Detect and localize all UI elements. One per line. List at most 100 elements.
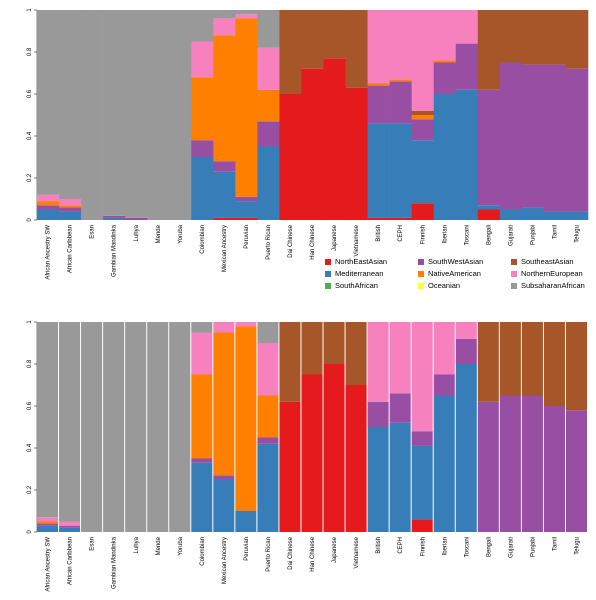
x-tick-label: Mexican Ancestry (222, 537, 228, 584)
legend-label: Oceanian (428, 281, 460, 290)
bar-segment (521, 322, 543, 396)
bar-segment (169, 322, 191, 532)
bar-segment (323, 58, 346, 220)
legend-swatch (418, 283, 424, 289)
bar-segment (279, 94, 302, 220)
bar-segment (169, 10, 192, 220)
bar-segment (521, 207, 545, 220)
x-tick-label: African Ancestry SW (46, 225, 52, 280)
bar-segment (37, 521, 59, 524)
x-tick-label: Colombian (200, 537, 206, 566)
bar-segment (213, 35, 236, 162)
x-tick-label: British (376, 537, 382, 554)
x-tick-label: Mende (156, 224, 162, 243)
bar-segment (433, 62, 457, 94)
x-tick-label: Japanese (332, 536, 338, 563)
x-tick-label: African Caribbean (68, 225, 74, 273)
legend-swatch (325, 283, 331, 289)
bar-segment (389, 123, 412, 218)
bar-segment (257, 47, 280, 90)
bar-segment (411, 445, 433, 520)
bar-segment (367, 123, 390, 218)
x-tick-label: Han Chinese (310, 536, 316, 571)
x-tick-label: African Caribbean (68, 537, 74, 585)
bar-segment (37, 201, 60, 206)
x-tick-label: Vietnamese (354, 536, 360, 568)
x-tick-label: Luhya (134, 536, 140, 553)
bar-segment (257, 395, 279, 438)
bar-segment (499, 395, 521, 532)
bar-segment (477, 209, 501, 220)
x-tick-label: Iberian (442, 225, 448, 243)
bar-segment (235, 10, 258, 15)
bar-segment (499, 10, 523, 63)
bar-segment (59, 322, 81, 522)
bar-segment (477, 322, 499, 402)
bar-segment (235, 18, 258, 197)
bar-segment (543, 10, 567, 65)
y-tick-label: 0.8 (27, 359, 33, 368)
y-tick-label: 1 (27, 8, 33, 12)
bar-segment (37, 322, 59, 518)
bar-segment (565, 10, 589, 69)
bar-segment (257, 437, 279, 444)
bar-segment (499, 209, 523, 220)
bar-segment (235, 511, 257, 532)
legend-swatch (511, 283, 517, 289)
bar-segment (389, 81, 412, 124)
x-tick-label: Dai Chinese (288, 536, 294, 569)
y-tick-label: 0.4 (27, 131, 33, 140)
bar-segment (257, 322, 279, 343)
bar-segment (235, 196, 258, 202)
x-tick-label: Punjabi (530, 537, 536, 557)
bar-segment (411, 322, 433, 432)
bar-segment (389, 393, 411, 423)
bar-segment (411, 140, 435, 204)
bar-segment (455, 10, 479, 44)
y-tick-label: 1 (27, 320, 33, 324)
bar-segment (455, 43, 479, 90)
bar-segment (367, 427, 389, 532)
legend-swatch (325, 271, 331, 277)
x-tick-label: African Ancestry SW (46, 537, 52, 592)
bar-segment (477, 205, 501, 210)
bar-segment (37, 517, 59, 522)
bar-segment (367, 401, 389, 427)
legend-label: NorthernEuropean (521, 269, 583, 278)
x-tick-label: Gambian Mandinka (112, 224, 118, 277)
bar-segment (455, 338, 477, 364)
bar-segment (235, 217, 258, 220)
y-tick-label: 0 (27, 530, 33, 534)
bar-segment (367, 217, 390, 220)
bar-segment (257, 10, 280, 48)
bar-segment (477, 10, 501, 90)
legend-label: SoutheastAsian (521, 257, 574, 266)
legend-label: Mediterranean (335, 269, 383, 278)
bar-segment (191, 458, 213, 463)
bar-segment (433, 10, 457, 61)
bar-segment (213, 161, 236, 172)
bar-segment (433, 374, 455, 396)
bar-segment (235, 201, 258, 218)
x-tick-label: Iberian (442, 537, 448, 555)
bar-segment (455, 89, 479, 220)
bar-segment (477, 401, 499, 532)
y-tick-label: 0.2 (27, 173, 33, 182)
x-tick-label: Peruvian (244, 225, 250, 249)
bar-segment (37, 523, 59, 526)
bar-segment (257, 443, 279, 532)
x-tick-label: Finnish (420, 225, 426, 244)
x-tick-label: Finnish (420, 537, 426, 556)
bar-segment (59, 525, 81, 528)
bar-segment (59, 199, 82, 206)
bar-segment (411, 119, 435, 141)
bar-segment (389, 79, 412, 82)
bar-segment (565, 68, 589, 212)
bar-segment (213, 322, 235, 333)
bar-segment (411, 115, 435, 120)
bar-segment (455, 364, 477, 532)
bar-segment (411, 203, 435, 220)
bar-segment (59, 521, 81, 526)
bar-segment (191, 462, 213, 532)
